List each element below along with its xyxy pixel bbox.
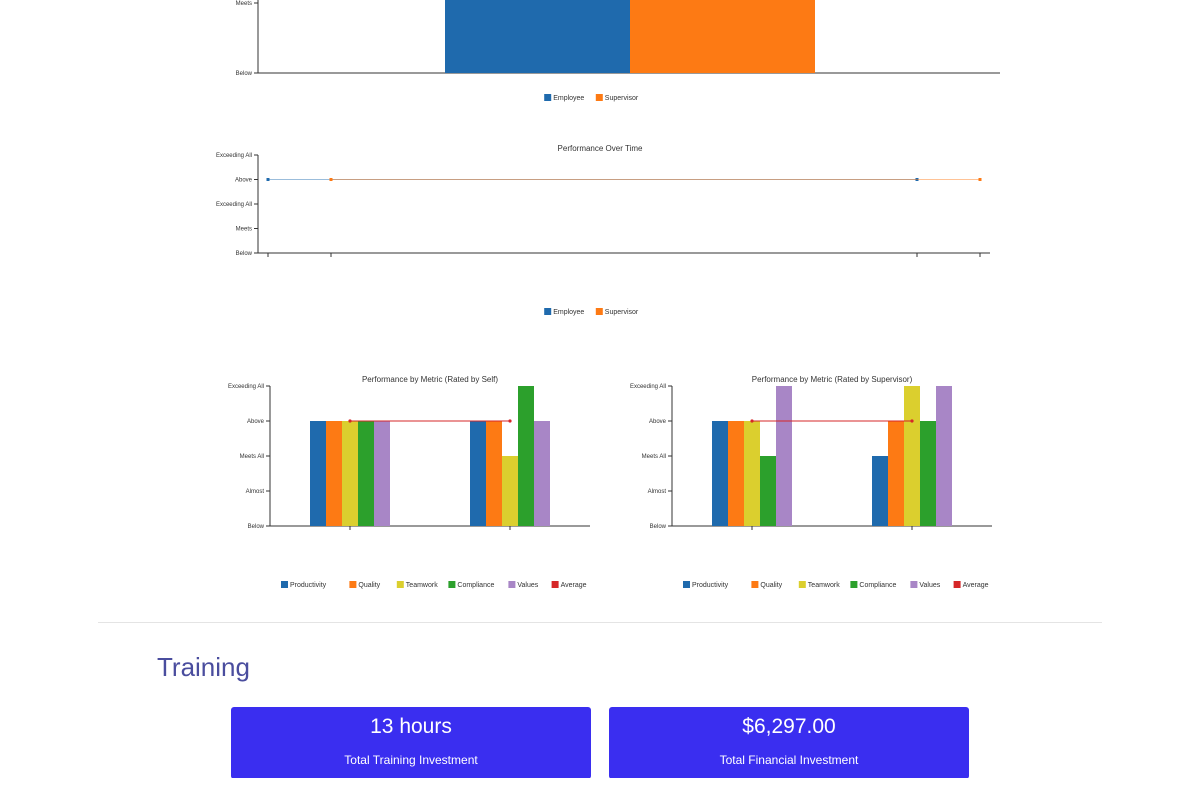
legend-label: Compliance bbox=[457, 582, 494, 589]
legend-label: Productivity bbox=[290, 582, 327, 589]
training-hours-card: 13 hours Total Training Investment bbox=[231, 707, 591, 779]
bar-employee bbox=[445, 0, 630, 73]
section-divider bbox=[98, 622, 1102, 623]
metric-supervisor-chart: Performance by Metric (Rated by Supervis… bbox=[630, 375, 992, 589]
legend-swatch bbox=[910, 581, 918, 588]
legend-swatch bbox=[281, 581, 288, 588]
training-hours-value: 13 hours bbox=[370, 715, 452, 738]
legend-label: Average bbox=[963, 582, 989, 589]
legend-swatch bbox=[751, 581, 759, 588]
bar-compliance bbox=[760, 456, 776, 526]
chart-title: Performance by Metric (Rated by Supervis… bbox=[752, 375, 913, 384]
bar-values bbox=[776, 386, 792, 526]
bar-values bbox=[374, 421, 390, 526]
financial-investment-label: Total Financial Investment bbox=[719, 753, 859, 767]
legend-label: Supervisor bbox=[605, 95, 639, 102]
y-tick-label: Exceeding All bbox=[216, 153, 252, 159]
legend-swatch bbox=[396, 581, 404, 588]
bar-teamwork bbox=[744, 421, 760, 526]
bar-quality bbox=[728, 421, 744, 526]
legend-swatch bbox=[798, 581, 806, 588]
data-point bbox=[266, 178, 270, 181]
legend-label: Employee bbox=[553, 309, 584, 316]
y-tick-label: Below bbox=[248, 524, 265, 530]
bar-teamwork bbox=[904, 386, 920, 526]
y-tick-label: Below bbox=[236, 71, 253, 77]
y-tick-label: Above bbox=[649, 419, 667, 425]
legend-label: Compliance bbox=[859, 582, 896, 589]
legend-swatch bbox=[349, 581, 357, 588]
legend-label: Quality bbox=[760, 582, 782, 589]
legend-swatch bbox=[595, 308, 603, 315]
training-hours-label: Total Training Investment bbox=[344, 753, 478, 767]
metric-self-chart: Performance by Metric (Rated by Self) Bel… bbox=[228, 375, 590, 589]
y-tick-label: Below bbox=[236, 251, 253, 257]
bar-supervisor bbox=[630, 0, 815, 73]
bar-productivity bbox=[872, 456, 888, 526]
y-tick-label: Above bbox=[247, 419, 265, 425]
legend-swatch bbox=[448, 581, 456, 588]
average-point bbox=[910, 419, 914, 423]
charts-area: Below Meets Exceeding All Employee Superviso… bbox=[216, 0, 1000, 589]
legend-label: Values bbox=[517, 582, 538, 589]
y-tick-label: Almost bbox=[648, 489, 667, 495]
average-point bbox=[348, 419, 352, 423]
bar-quality bbox=[486, 421, 502, 526]
y-tick-label: Exceeding All bbox=[228, 384, 264, 390]
y-tick-label: Below bbox=[650, 524, 667, 530]
legend-label: Supervisor bbox=[605, 309, 639, 316]
y-tick-label: Meets All bbox=[240, 454, 264, 460]
y-tick-label: Meets All bbox=[642, 454, 666, 460]
y-tick-label: Meets bbox=[236, 1, 252, 7]
average-point bbox=[750, 419, 754, 423]
average-point bbox=[508, 419, 512, 423]
bar-productivity bbox=[712, 421, 728, 526]
legend-swatch bbox=[544, 308, 552, 315]
chart-title: Performance by Metric (Rated by Self) bbox=[362, 375, 498, 384]
legend-label: Teamwork bbox=[808, 582, 840, 589]
bar-compliance bbox=[518, 386, 534, 526]
bar-quality bbox=[326, 421, 342, 526]
legend-swatch bbox=[683, 581, 690, 588]
bar-teamwork bbox=[502, 456, 518, 526]
chart-title: Performance Over Time bbox=[558, 144, 643, 153]
bar-compliance bbox=[358, 421, 374, 526]
data-point bbox=[978, 178, 982, 181]
bar-quality bbox=[888, 421, 904, 526]
legend-label: Teamwork bbox=[406, 582, 438, 589]
legend-swatch bbox=[551, 581, 559, 588]
financial-investment-card: $6,297.00 Total Financial Investment bbox=[609, 707, 969, 779]
y-tick-label: Exceeding All bbox=[630, 384, 666, 390]
y-tick-label: Exceeding All bbox=[216, 202, 252, 208]
legend-swatch bbox=[544, 94, 552, 101]
bar-teamwork bbox=[342, 421, 358, 526]
legend-label: Employee bbox=[553, 95, 584, 102]
legend-swatch bbox=[953, 581, 961, 588]
legend-label: Values bbox=[919, 582, 940, 589]
y-tick-label: Almost bbox=[246, 489, 265, 495]
data-point bbox=[329, 178, 333, 181]
y-tick-label: Above bbox=[235, 178, 253, 184]
legend-label: Productivity bbox=[692, 582, 729, 589]
legend-label: Quality bbox=[358, 582, 380, 589]
page-bottom bbox=[0, 778, 1200, 800]
legend-swatch bbox=[595, 94, 603, 101]
bar-compliance bbox=[920, 421, 936, 526]
bar-productivity bbox=[310, 421, 326, 526]
bar-values bbox=[534, 421, 550, 526]
bar-productivity bbox=[470, 421, 486, 526]
y-tick-label: Meets bbox=[236, 227, 252, 233]
training-heading: Training bbox=[157, 652, 250, 682]
legend-label: Average bbox=[561, 582, 587, 589]
legend-swatch bbox=[508, 581, 516, 588]
bar-values bbox=[936, 386, 952, 526]
legend-swatch bbox=[850, 581, 858, 588]
financial-investment-value: $6,297.00 bbox=[742, 715, 836, 738]
performance-over-time-chart: Performance Over Time Below Meets Exceeding… bbox=[216, 144, 990, 316]
